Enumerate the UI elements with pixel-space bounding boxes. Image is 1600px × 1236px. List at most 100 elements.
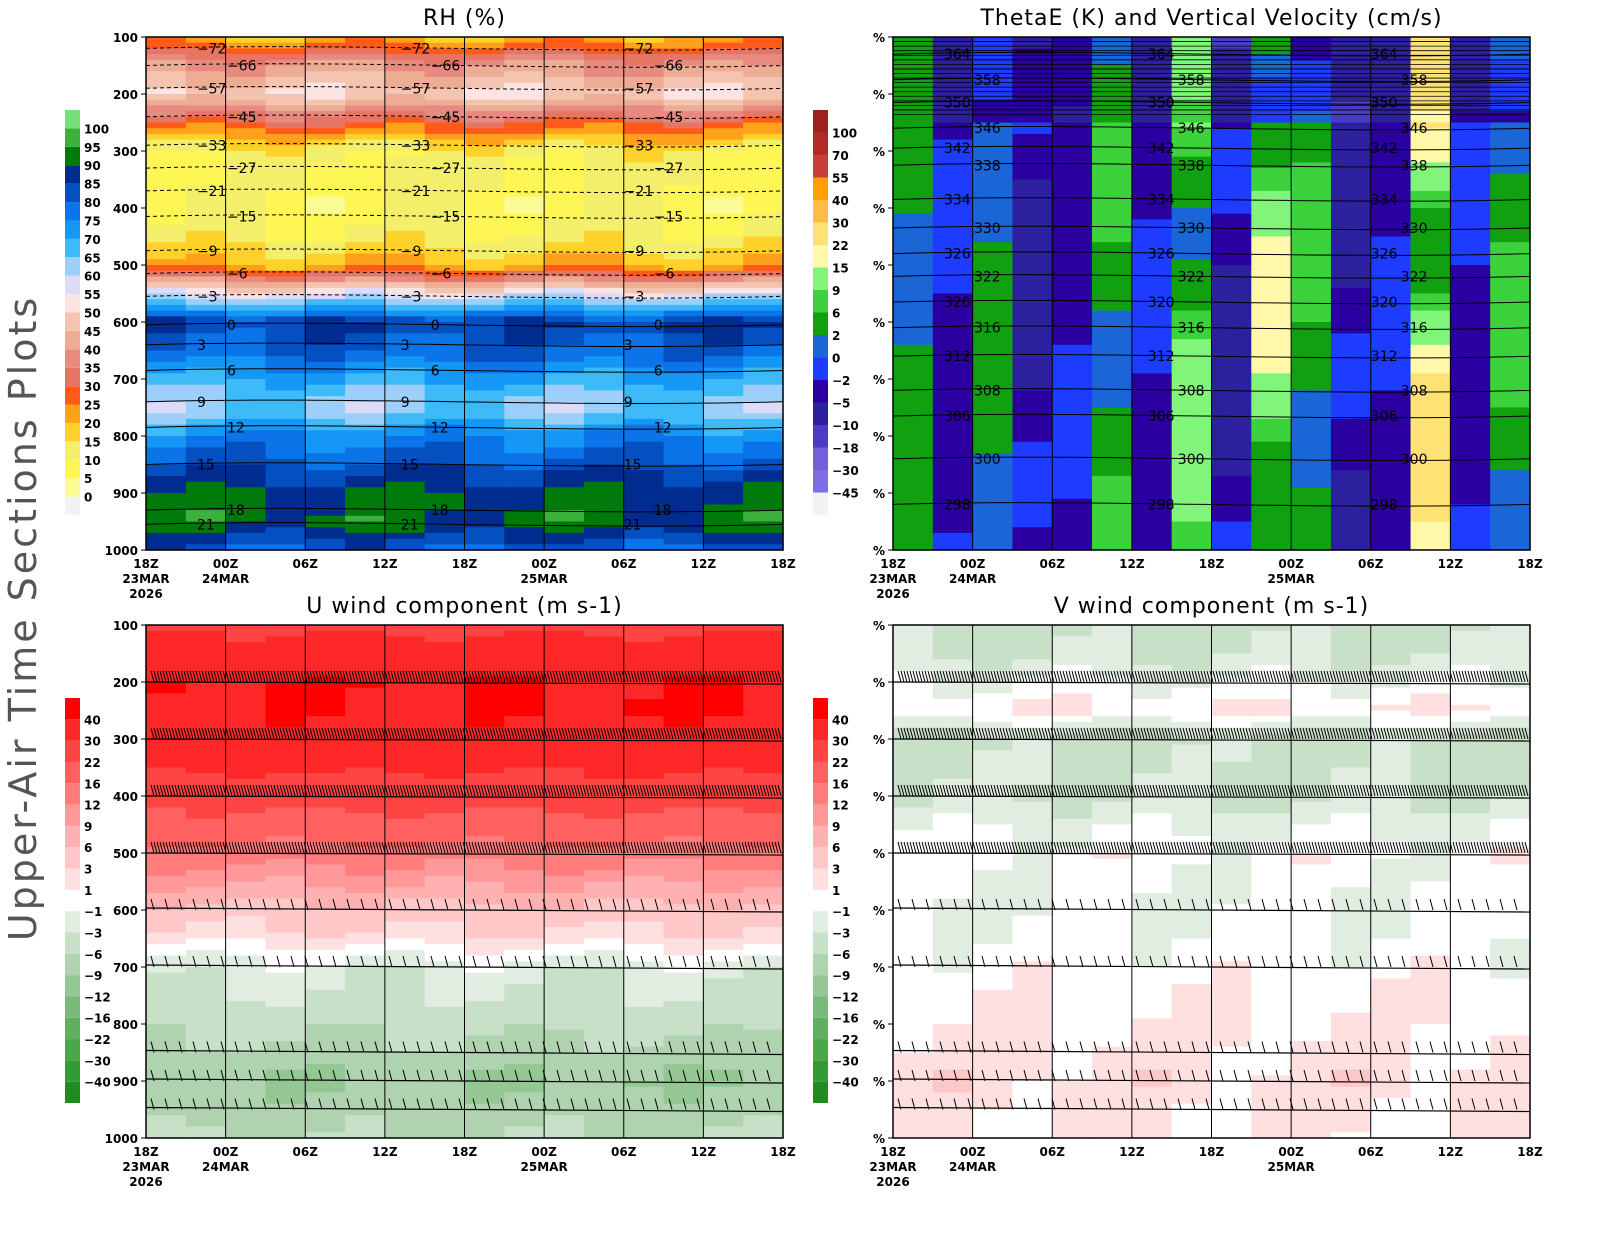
field-cell <box>583 630 625 637</box>
field-cell <box>544 196 585 203</box>
field-cell <box>703 464 744 471</box>
field-cell <box>345 1058 386 1065</box>
field-cell <box>504 767 545 774</box>
field-cell <box>972 145 1014 152</box>
field-cell <box>583 253 625 260</box>
field-cell <box>225 532 267 540</box>
field-cell <box>1450 475 1491 483</box>
field-cell <box>932 225 974 232</box>
field-cell <box>464 773 505 780</box>
field-cell <box>544 396 585 403</box>
field-cell <box>464 361 505 369</box>
field-cell <box>504 265 545 272</box>
field-cell <box>1410 356 1451 363</box>
field-cell <box>225 761 267 769</box>
field-cell <box>146 642 187 649</box>
wind-barb-feather <box>321 727 326 740</box>
field-cell <box>504 636 545 643</box>
field-cell <box>1370 299 1412 306</box>
field-cell <box>464 208 505 215</box>
field-cell <box>305 373 346 380</box>
field-cell <box>504 727 545 734</box>
field-cell <box>583 1115 625 1122</box>
wind-barb-feather <box>726 670 731 683</box>
field-cell <box>345 139 386 146</box>
field-cell <box>1291 515 1332 523</box>
field-cell <box>185 1035 227 1042</box>
field-cell <box>1211 418 1252 426</box>
field-cell <box>464 202 505 209</box>
field-cell <box>345 1035 386 1042</box>
field-cell <box>972 270 1014 277</box>
field-cell <box>932 367 974 374</box>
field-cell <box>623 344 665 352</box>
field-cell <box>1171 48 1213 55</box>
field-cell <box>544 704 585 712</box>
field-cell <box>146 1086 187 1093</box>
field-cell <box>424 1109 466 1116</box>
field-cell <box>583 401 625 409</box>
field-cell <box>424 1012 466 1019</box>
field-cell <box>703 881 744 888</box>
field-cell <box>1450 515 1491 523</box>
field-cell <box>972 202 1014 209</box>
wind-barb-feather <box>225 727 230 740</box>
field-cell <box>1211 59 1252 67</box>
field-cell <box>1370 424 1412 431</box>
field-cell <box>1171 475 1213 483</box>
field-cell <box>583 904 625 911</box>
field-cell <box>1092 407 1133 414</box>
field-cell <box>146 704 187 712</box>
field-cell <box>703 892 744 900</box>
field-cell <box>663 344 704 352</box>
field-cell <box>663 1063 704 1071</box>
field-cell <box>703 407 744 414</box>
field-cell <box>1330 282 1372 289</box>
field-cell <box>1251 481 1292 488</box>
field-cell <box>1171 510 1213 517</box>
contour-label: −33 <box>401 138 431 154</box>
field-cell <box>1012 151 1053 158</box>
field-cell <box>663 259 704 266</box>
field-cell <box>225 853 267 860</box>
field-cell <box>1171 190 1213 198</box>
wind-barb-feather <box>561 670 566 683</box>
field-cell <box>1171 493 1213 500</box>
field-cell <box>1131 413 1173 420</box>
field-cell <box>146 361 187 369</box>
field-cell <box>583 208 625 215</box>
field-cell <box>1251 310 1292 317</box>
field-cell <box>384 196 426 203</box>
field-cell <box>544 744 585 751</box>
field-cell <box>1092 413 1133 420</box>
field-cell <box>225 625 267 632</box>
field-cell <box>1450 339 1491 346</box>
field-cell <box>464 139 505 146</box>
field-cell <box>1092 504 1133 511</box>
contour-label: −45 <box>654 110 684 126</box>
field-cell <box>504 168 545 175</box>
field-cell <box>1410 213 1451 220</box>
field-cell <box>305 299 346 306</box>
field-cell <box>345 887 386 894</box>
field-cell <box>1012 213 1053 220</box>
field-cell <box>345 133 386 141</box>
field-cell <box>504 853 545 860</box>
field-cell <box>1171 339 1213 346</box>
field-cell <box>1251 396 1292 403</box>
field-cell <box>464 82 505 89</box>
field-cell <box>544 213 585 220</box>
field-cell <box>504 498 545 505</box>
field-cell <box>384 390 426 397</box>
field-cell <box>703 327 744 334</box>
field-cell <box>185 927 227 934</box>
field-cell <box>305 1075 346 1082</box>
field-cell <box>544 230 585 238</box>
field-cell <box>663 310 704 317</box>
field-cell <box>384 881 426 888</box>
field-cell <box>544 418 585 426</box>
field-cell <box>1012 76 1053 84</box>
field-cell <box>345 441 386 448</box>
field-cell <box>424 1018 466 1025</box>
field-cell <box>743 664 784 672</box>
